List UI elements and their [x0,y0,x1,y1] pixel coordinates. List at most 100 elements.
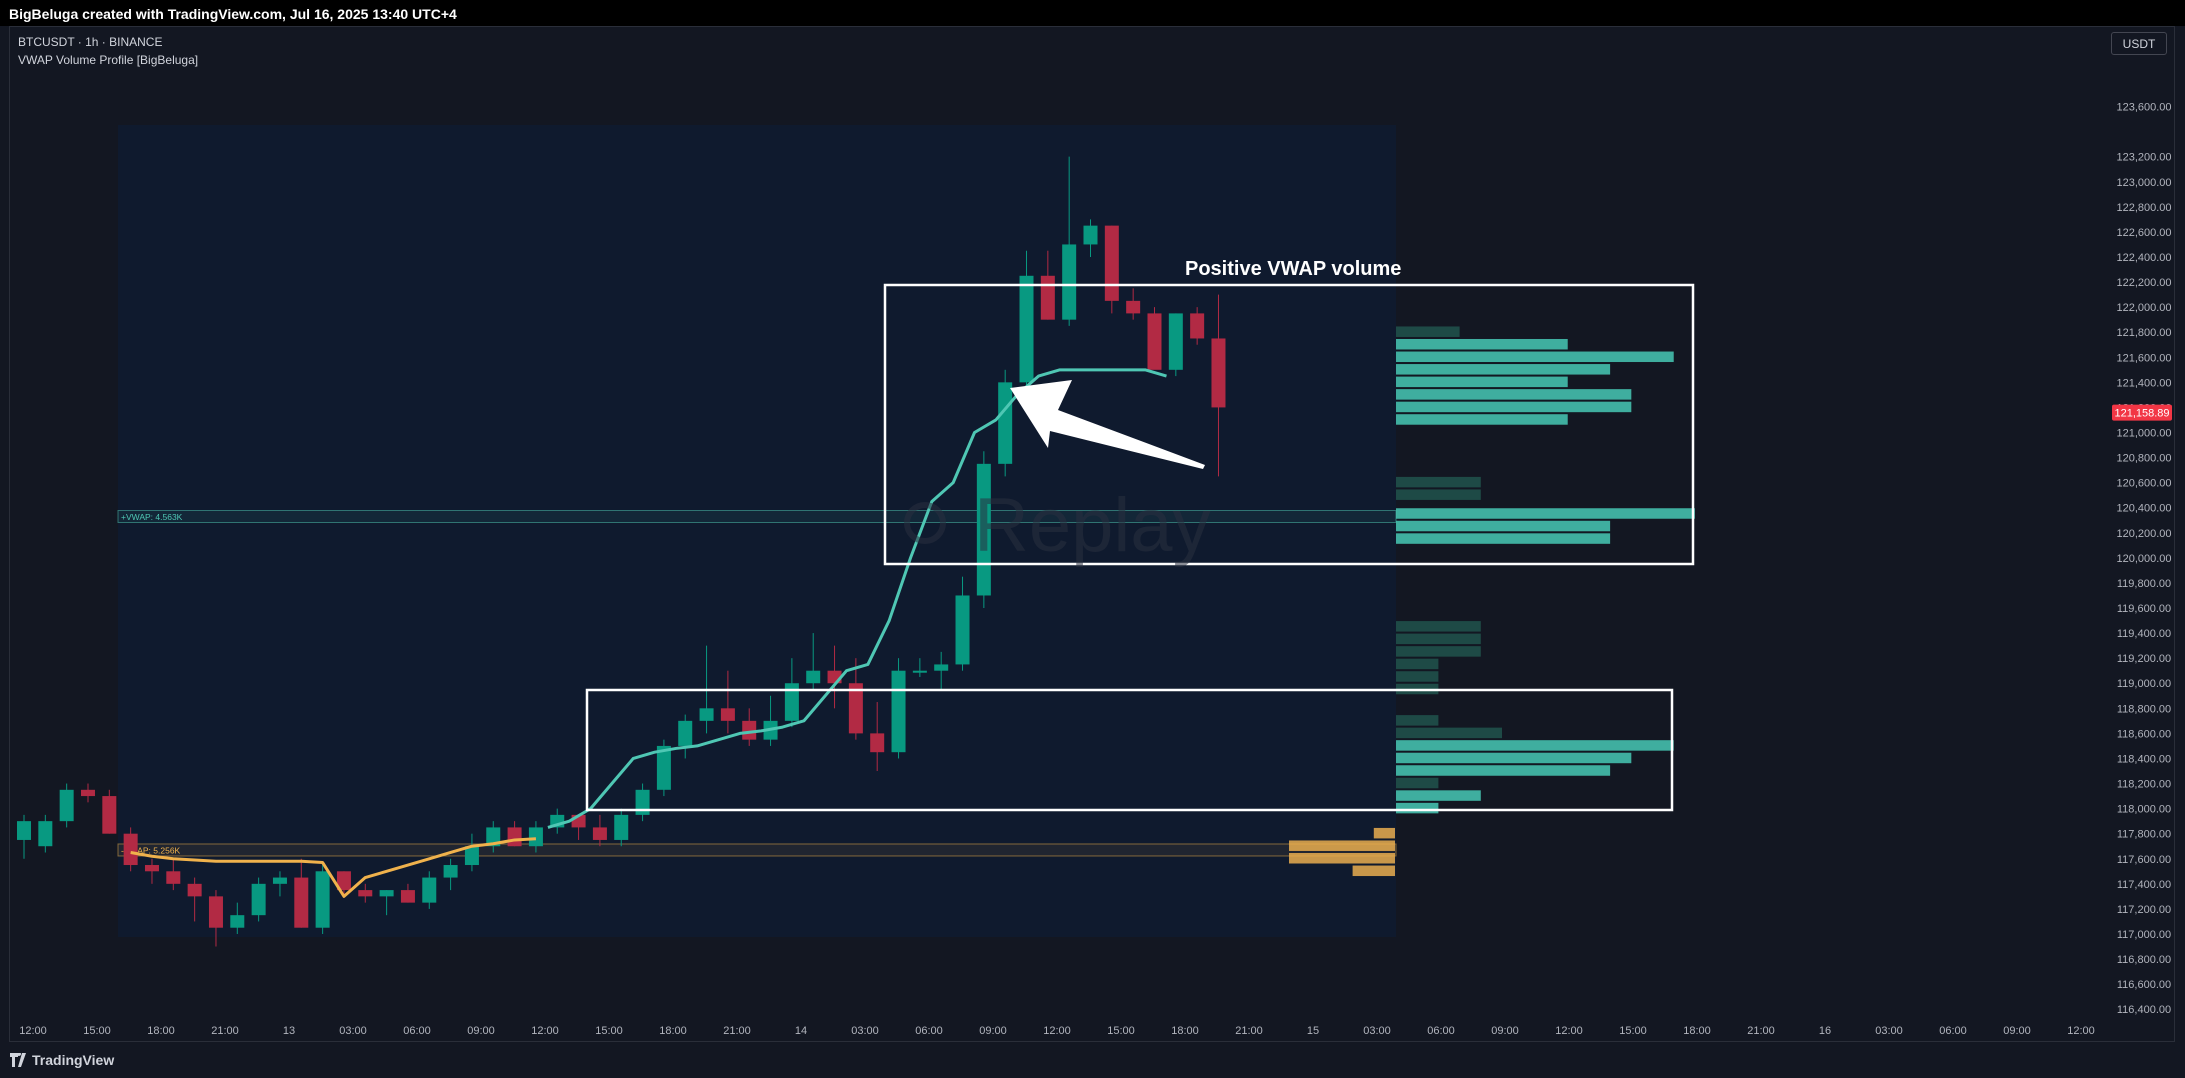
y-tick-label: 122,000.00 [2116,302,2171,314]
volume-profile-bar [1396,633,1481,645]
candle [848,683,863,734]
y-tick-label: 120,600.00 [2116,478,2171,490]
y-tick-label: 123,600.00 [2116,102,2171,114]
y-tick-label: 121,800.00 [2116,327,2171,339]
candle [294,877,309,928]
y-tick-label: 119,800.00 [2117,578,2171,590]
footer-bar [0,1045,2185,1078]
y-tick-label: 121,400.00 [2116,377,2171,389]
candle [59,789,74,822]
volume-profile-bar [1396,740,1674,751]
candle [443,865,458,878]
x-tick-label: 12:00 [19,1025,47,1037]
x-tick-label: 21:00 [723,1025,751,1037]
candle [379,890,394,897]
tradingview-brand[interactable]: TradingView [32,1052,115,1068]
candle [1083,225,1098,245]
candle [251,883,266,916]
y-tick-label: 122,200.00 [2116,277,2171,289]
candle [678,720,693,746]
volume-profile-bar [1289,853,1395,864]
candle [208,896,223,928]
candle [38,821,53,847]
y-tick-label: 123,200.00 [2116,152,2171,164]
candle [336,871,351,891]
volume-profile-bar [1396,802,1439,814]
x-tick-label: 15:00 [1107,1025,1135,1037]
y-tick-label: 119,600.00 [2117,603,2171,615]
volume-profile-bar [1396,338,1568,350]
volume-profile-bar [1289,840,1395,851]
y-tick-label: 121,600.00 [2116,352,2171,364]
x-tick-label: 15:00 [1619,1025,1647,1037]
candle [1211,338,1226,408]
volume-profile-bar [1396,476,1481,488]
profile-area [118,125,1396,937]
candle [784,683,799,721]
y-tick-label: 117,000.00 [2117,929,2171,941]
x-tick-label: 06:00 [1427,1025,1455,1037]
candle [528,827,543,847]
candle [315,871,330,928]
volume-profile-bar [1396,389,1632,400]
tradingview-logo-icon[interactable] [10,1053,30,1067]
x-tick-label: 03:00 [339,1025,367,1037]
x-tick-label: 18:00 [1171,1025,1199,1037]
y-tick-label: 122,800.00 [2116,202,2171,214]
x-tick-label: 12:00 [1555,1025,1583,1037]
volume-profile-bar [1396,489,1481,500]
volume-profile-bar [1396,508,1695,519]
x-tick-label: 06:00 [915,1025,943,1037]
x-tick-label: 14 [795,1025,807,1037]
candle [592,827,607,840]
y-tick-label: 120,800.00 [2116,453,2171,465]
volume-profile-bar [1396,646,1481,657]
candle [400,890,415,903]
x-tick-label: 03:00 [1875,1025,1903,1037]
candle [699,708,714,721]
y-tick-label: 118,600.00 [2117,728,2171,740]
x-tick-label: 12:00 [1043,1025,1071,1037]
candle [976,463,991,596]
y-tick-label: 118,800.00 [2117,703,2171,715]
y-tick-label: 122,400.00 [2116,252,2171,264]
candle [464,846,479,866]
candle [486,827,501,847]
candle [998,382,1013,464]
volume-profile-bar [1396,621,1481,632]
y-tick-label: 120,400.00 [2116,503,2171,515]
candle [80,789,95,797]
y-tick-label: 117,400.00 [2117,879,2171,891]
replay-watermark: Replay [974,483,1211,568]
negative-vwap-label: -VWAP: 5.256K [121,845,181,855]
positive-vwap-band [117,509,1397,523]
symbol-legend[interactable]: BTCUSDT · 1h · BINANCE [18,35,163,49]
volume-profile-bar [1396,351,1674,363]
candle [1104,225,1119,301]
candle [272,877,287,884]
negative-vwap-line [130,837,537,898]
volume-profile-bar [1396,401,1632,413]
x-tick-label: 03:00 [851,1025,879,1037]
x-tick-label: 18:00 [147,1025,175,1037]
current-price-tag [2112,404,2172,421]
volume-profile-bar [1396,715,1439,726]
candle [102,796,117,834]
annotation-arrow [1010,380,1205,469]
x-tick-label: 15 [1307,1025,1319,1037]
candle [656,745,671,790]
candle [144,865,159,872]
x-tick-label: 15:00 [595,1025,623,1037]
y-tick-label: 118,000.00 [2117,804,2171,816]
x-tick-label: 15:00 [83,1025,111,1037]
x-tick-label: 06:00 [403,1025,431,1037]
volume-profile-bar [1396,790,1481,801]
currency-button[interactable]: USDT [2111,32,2167,55]
candle [507,827,522,847]
candle [358,890,373,897]
candle [230,915,245,928]
indicator-legend[interactable]: VWAP Volume Profile [BigBeluga] [18,53,199,67]
candle [934,664,949,671]
candle [422,877,437,903]
